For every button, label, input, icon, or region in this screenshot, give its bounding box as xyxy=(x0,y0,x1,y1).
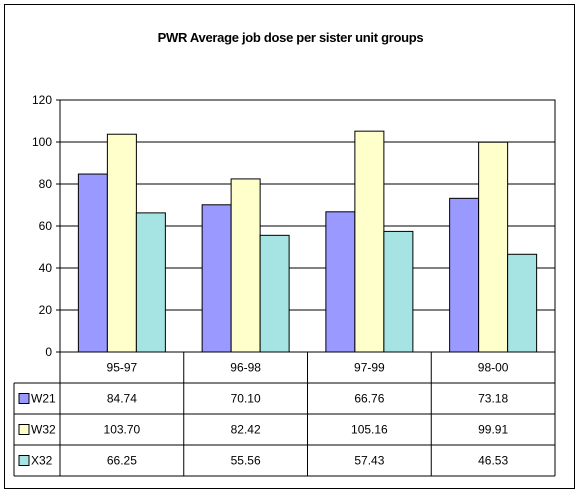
data-label: 105.16 xyxy=(351,423,388,437)
x-tick-label: 96-98 xyxy=(230,361,261,375)
data-label: 70.10 xyxy=(231,392,261,406)
bar-x32 xyxy=(383,230,414,353)
y-tick-label: 120 xyxy=(32,93,52,107)
data-label: 57.43 xyxy=(354,454,384,468)
bar-w21 xyxy=(325,211,356,353)
bar-w32 xyxy=(354,130,385,353)
y-tick-label: 60 xyxy=(39,219,53,233)
data-label: 55.56 xyxy=(231,454,261,468)
bar-w32 xyxy=(106,133,137,353)
x-tick-label: 98-00 xyxy=(478,361,509,375)
legend-label: W32 xyxy=(31,423,56,437)
legend-key-x32 xyxy=(18,455,30,466)
data-label: 73.18 xyxy=(478,392,508,406)
bar-w32 xyxy=(478,141,509,353)
x-tick-label: 95-97 xyxy=(107,361,138,375)
data-label: 82.42 xyxy=(231,423,261,437)
bar-x32 xyxy=(259,234,290,353)
y-tick-label: 80 xyxy=(39,177,53,191)
legend-key-w32 xyxy=(18,424,30,435)
data-label: 103.70 xyxy=(104,423,141,437)
y-tick-label: 40 xyxy=(39,261,53,275)
data-label: 84.74 xyxy=(107,392,137,406)
bar-x32 xyxy=(135,212,166,353)
bar-w21 xyxy=(201,204,232,353)
legend-label: X32 xyxy=(31,454,53,468)
y-tick-label: 20 xyxy=(39,303,53,317)
data-label: 46.53 xyxy=(478,454,508,468)
bar-w32 xyxy=(230,178,261,353)
data-label: 99.91 xyxy=(478,423,508,437)
bar-w21 xyxy=(449,197,480,353)
y-tick-label: 100 xyxy=(32,135,52,149)
data-label: 66.25 xyxy=(107,454,137,468)
data-label: 66.76 xyxy=(354,392,384,406)
y-tick-label: 0 xyxy=(45,345,52,359)
bar-w21 xyxy=(77,173,108,353)
legend-label: W21 xyxy=(31,392,56,406)
bar-x32 xyxy=(507,253,538,353)
x-tick-label: 97-99 xyxy=(354,361,385,375)
chart-title: PWR Average job dose per sister unit gro… xyxy=(157,30,424,45)
legend-key-w21 xyxy=(18,393,30,404)
